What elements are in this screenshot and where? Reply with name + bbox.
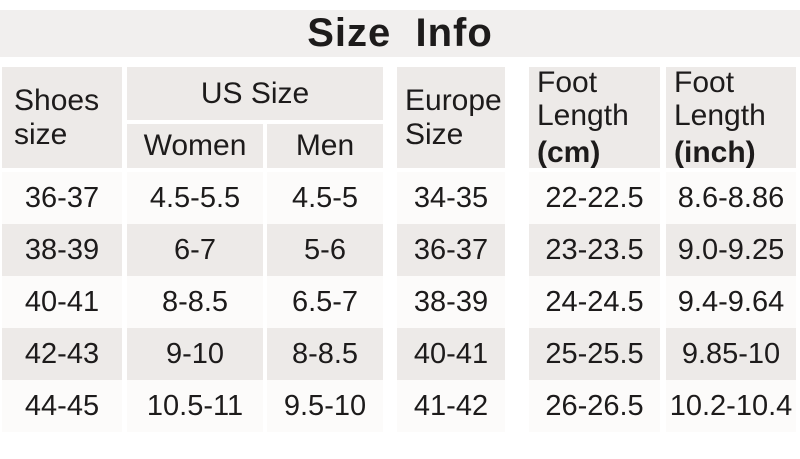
table-cell: 9-10 [127, 328, 263, 380]
table-cell: 4.5-5 [267, 172, 383, 224]
header-us-size: US Size [127, 67, 383, 120]
table-header: Shoes size US Size Women Men Europe Size… [2, 65, 800, 169]
table-cell: 22-22.5 [529, 172, 660, 224]
table-row: 44-45 10.5-11 9.5-10 41-42 26-26.5 10.2-10.4 [2, 380, 800, 432]
table-cell: 36-37 [2, 172, 122, 224]
table-cell: 40-41 [397, 328, 505, 380]
header-foot-length-cm-label: Foot Length [537, 65, 629, 133]
title-band: Size Info [0, 10, 800, 57]
header-foot-length-inch-label: Foot Length [674, 65, 766, 133]
table-cell: 9.5-10 [267, 380, 383, 432]
table-cell: 40-41 [2, 276, 122, 328]
table-cell: 25-25.5 [529, 328, 660, 380]
table-body: 36-37 4.5-5.5 4.5-5 34-35 22-22.5 8.6-8.86 38-… [2, 172, 800, 432]
header-europe-size: Europe Size [397, 67, 505, 168]
table-row: 36-37 4.5-5.5 4.5-5 34-35 22-22.5 8.6-8.86 [2, 172, 800, 224]
header-men: Men [267, 124, 383, 168]
table-cell: 9.0-9.25 [666, 224, 796, 276]
table-cell: 6.5-7 [267, 276, 383, 328]
table-cell: 26-26.5 [529, 380, 660, 432]
table-row: 38-39 6-7 5-6 36-37 23-23.5 9.0-9.25 [2, 224, 800, 276]
table-cell: 24-24.5 [529, 276, 660, 328]
header-foot-length-cm-unit: (cm) [537, 135, 601, 169]
table-cell: 8-8.5 [127, 276, 263, 328]
header-women: Women [127, 124, 263, 168]
header-foot-length-inch-unit: (inch) [674, 135, 756, 169]
table-row: 42-43 9-10 8-8.5 40-41 25-25.5 9.85-10 [2, 328, 800, 380]
table-cell: 38-39 [397, 276, 505, 328]
table-cell: 41-42 [397, 380, 505, 432]
table-cell: 36-37 [397, 224, 505, 276]
table-cell: 42-43 [2, 328, 122, 380]
header-foot-length-inch: Foot Length (inch) [666, 65, 796, 169]
table-cell: 34-35 [397, 172, 505, 224]
table-cell: 5-6 [267, 224, 383, 276]
table-cell: 38-39 [2, 224, 122, 276]
table-cell: 10.5-11 [127, 380, 263, 432]
header-us-group: US Size Women Men [127, 67, 383, 168]
header-us-subrow: Women Men [127, 124, 383, 168]
size-table: Shoes size US Size Women Men Europe Size… [0, 65, 800, 432]
table-cell: 8.6-8.86 [666, 172, 796, 224]
header-shoes-size: Shoes size [2, 67, 122, 168]
header-foot-length-cm: Foot Length (cm) [529, 65, 660, 169]
table-cell: 9.4-9.64 [666, 276, 796, 328]
table-cell: 4.5-5.5 [127, 172, 263, 224]
page-title: Size Info [307, 11, 493, 55]
table-row: 40-41 8-8.5 6.5-7 38-39 24-24.5 9.4-9.64 [2, 276, 800, 328]
table-cell: 10.2-10.4 [666, 380, 796, 432]
table-cell: 8-8.5 [267, 328, 383, 380]
table-cell: 44-45 [2, 380, 122, 432]
table-cell: 6-7 [127, 224, 263, 276]
table-cell: 23-23.5 [529, 224, 660, 276]
table-cell: 9.85-10 [666, 328, 796, 380]
